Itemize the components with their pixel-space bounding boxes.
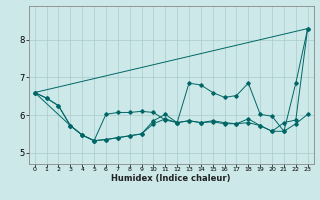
X-axis label: Humidex (Indice chaleur): Humidex (Indice chaleur) [111,174,231,183]
